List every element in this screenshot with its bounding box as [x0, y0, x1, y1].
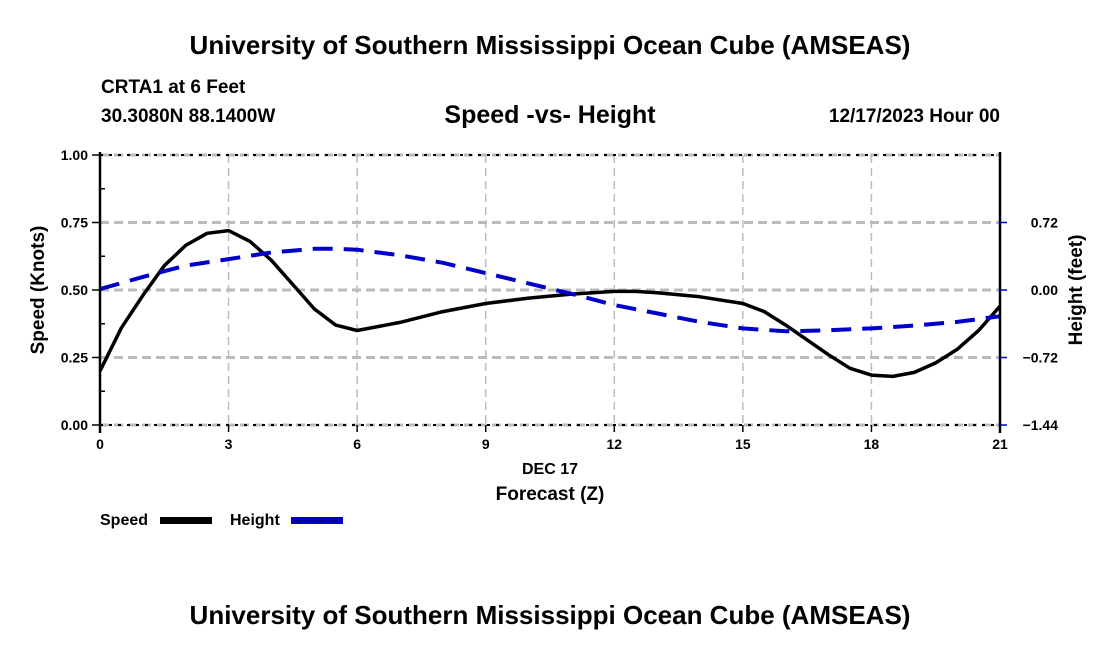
x-tick-label: 21 — [992, 436, 1008, 452]
x-tick-label: 0 — [96, 436, 104, 452]
y-tick-label: 0.50 — [61, 282, 88, 298]
series-line-height — [99, 246, 1001, 334]
y-tick-label: 0.75 — [61, 215, 88, 231]
legend-speed-swatch — [160, 517, 212, 524]
series-line-speed — [98, 228, 1002, 379]
coordinates-label: 30.3080N 88.1400W — [101, 106, 276, 127]
plot-title: Speed -vs- Height — [444, 101, 656, 129]
y2-tick-label: 0.00 — [1031, 282, 1058, 298]
station-label: CRTA1 at 6 Feet — [101, 77, 246, 98]
x-tick-label: 3 — [225, 436, 233, 452]
legend-height-label: Height — [230, 512, 280, 529]
x-tick-label: 6 — [353, 436, 361, 452]
y2-tick-label: −0.72 — [1023, 350, 1059, 366]
y2-tick-label: −1.44 — [1023, 417, 1059, 433]
x-axis-label: Forecast (Z) — [496, 484, 605, 505]
axes — [92, 152, 1007, 433]
top-title: University of Southern Mississippi Ocean… — [189, 30, 911, 60]
legend-speed-label: Speed — [100, 512, 148, 529]
bottom-title: University of Southern Mississippi Ocean… — [189, 600, 911, 630]
x-tick-label: 9 — [482, 436, 490, 452]
y-tick-label: 0.25 — [61, 350, 88, 366]
y-tick-label: 1.00 — [61, 147, 88, 163]
y2-tick-label: 0.72 — [1031, 215, 1058, 231]
x-date-label: DEC 17 — [522, 461, 578, 478]
x-tick-label: 18 — [864, 436, 880, 452]
y-tick-label: 0.00 — [61, 417, 88, 433]
grid — [100, 153, 1000, 427]
x-tick-label: 15 — [735, 436, 751, 452]
y-axis-label: Speed (Knots) — [28, 226, 49, 355]
y2-axis-label: Height (feet) — [1066, 235, 1087, 346]
x-tick-label: 12 — [606, 436, 622, 452]
datetime-label: 12/17/2023 Hour 00 — [828, 106, 1000, 127]
series-layer — [98, 228, 1002, 379]
tick-labels: 0.00 0.25 0.50 0.75 1.00 −1.44 −0.72 0.00 0.72 0 3… — [61, 147, 1058, 452]
legend: Speed Height — [100, 512, 343, 529]
